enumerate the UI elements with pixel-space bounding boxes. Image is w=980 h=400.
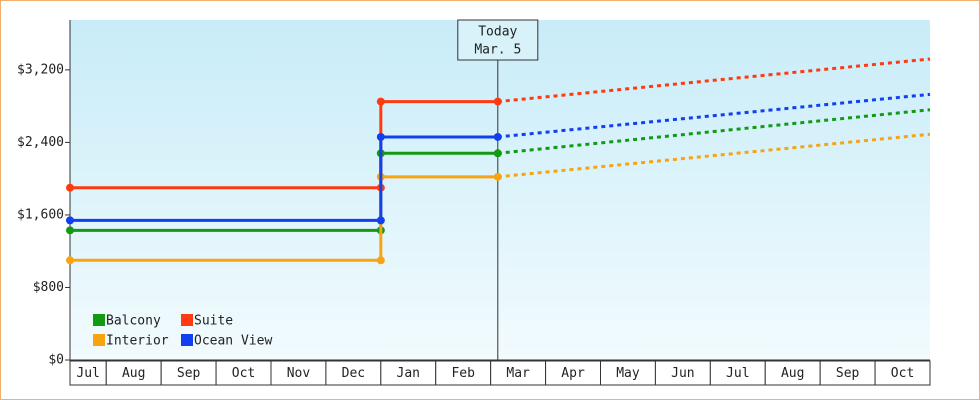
legend-swatch [93, 334, 105, 346]
point [66, 226, 74, 235]
point [376, 216, 385, 225]
x-tick-label: Oct [232, 366, 255, 381]
point [493, 149, 502, 158]
y-tick-label: $800 [33, 280, 64, 295]
plot-area [70, 20, 930, 360]
x-tick-label: Aug [781, 366, 804, 381]
x-tick-label: Jun [671, 366, 694, 381]
series-line [70, 135, 498, 222]
point [376, 256, 385, 265]
y-tick-label: $1,600 [17, 207, 64, 222]
point [66, 183, 74, 192]
x-cell [764, 360, 821, 386]
point [376, 132, 385, 141]
x-cell [709, 360, 766, 386]
x-cell [545, 360, 601, 386]
today-box [457, 19, 539, 61]
forecast-line [497, 108, 931, 155]
x-tick-label: May [616, 366, 640, 381]
forecast-line [497, 92, 931, 139]
x-tick-label: Feb [451, 366, 475, 381]
x-cell [325, 360, 382, 386]
x-tick-label: Aug [122, 366, 145, 381]
y-tick-label: $0 [48, 353, 64, 368]
x-tick-label: Apr [561, 366, 585, 381]
x-tick-label: Jul [726, 366, 749, 381]
forecast-line [497, 57, 931, 104]
x-cell [874, 360, 931, 386]
x-tick-label: Jan [397, 366, 420, 381]
legend-swatch [181, 314, 193, 326]
forecast-line [497, 132, 931, 179]
x-tick-label: Jul [76, 366, 99, 381]
point [493, 132, 502, 141]
point [376, 97, 385, 106]
today-label: Today [478, 25, 517, 40]
x-cell [270, 360, 327, 386]
x-cell [599, 360, 656, 386]
point [66, 256, 74, 265]
x-tick-label: Dec [342, 366, 365, 381]
legend-label: Interior [106, 334, 169, 349]
y-tick-label: $2,400 [17, 135, 64, 150]
point [493, 172, 502, 181]
x-tick-label: Mar [506, 366, 530, 381]
point [66, 216, 74, 225]
point [493, 97, 502, 106]
y-tick-label: $3,200 [17, 62, 64, 77]
legend-label: Ocean View [194, 334, 272, 349]
x-cell [435, 360, 492, 386]
legend-label: Suite [194, 314, 233, 329]
x-cell [654, 360, 711, 386]
x-tick-label: Nov [287, 366, 311, 381]
legend-swatch [181, 334, 193, 346]
x-cell [819, 360, 876, 386]
x-tick-label: Oct [891, 366, 914, 381]
x-tick-label: Sep [836, 366, 860, 381]
legend-swatch [93, 314, 105, 326]
x-cell [69, 360, 107, 386]
today-label: Mar. 5 [474, 43, 521, 58]
x-tick-label: Sep [177, 366, 201, 381]
legend-label: Balcony [106, 314, 161, 329]
x-cell [380, 360, 437, 386]
